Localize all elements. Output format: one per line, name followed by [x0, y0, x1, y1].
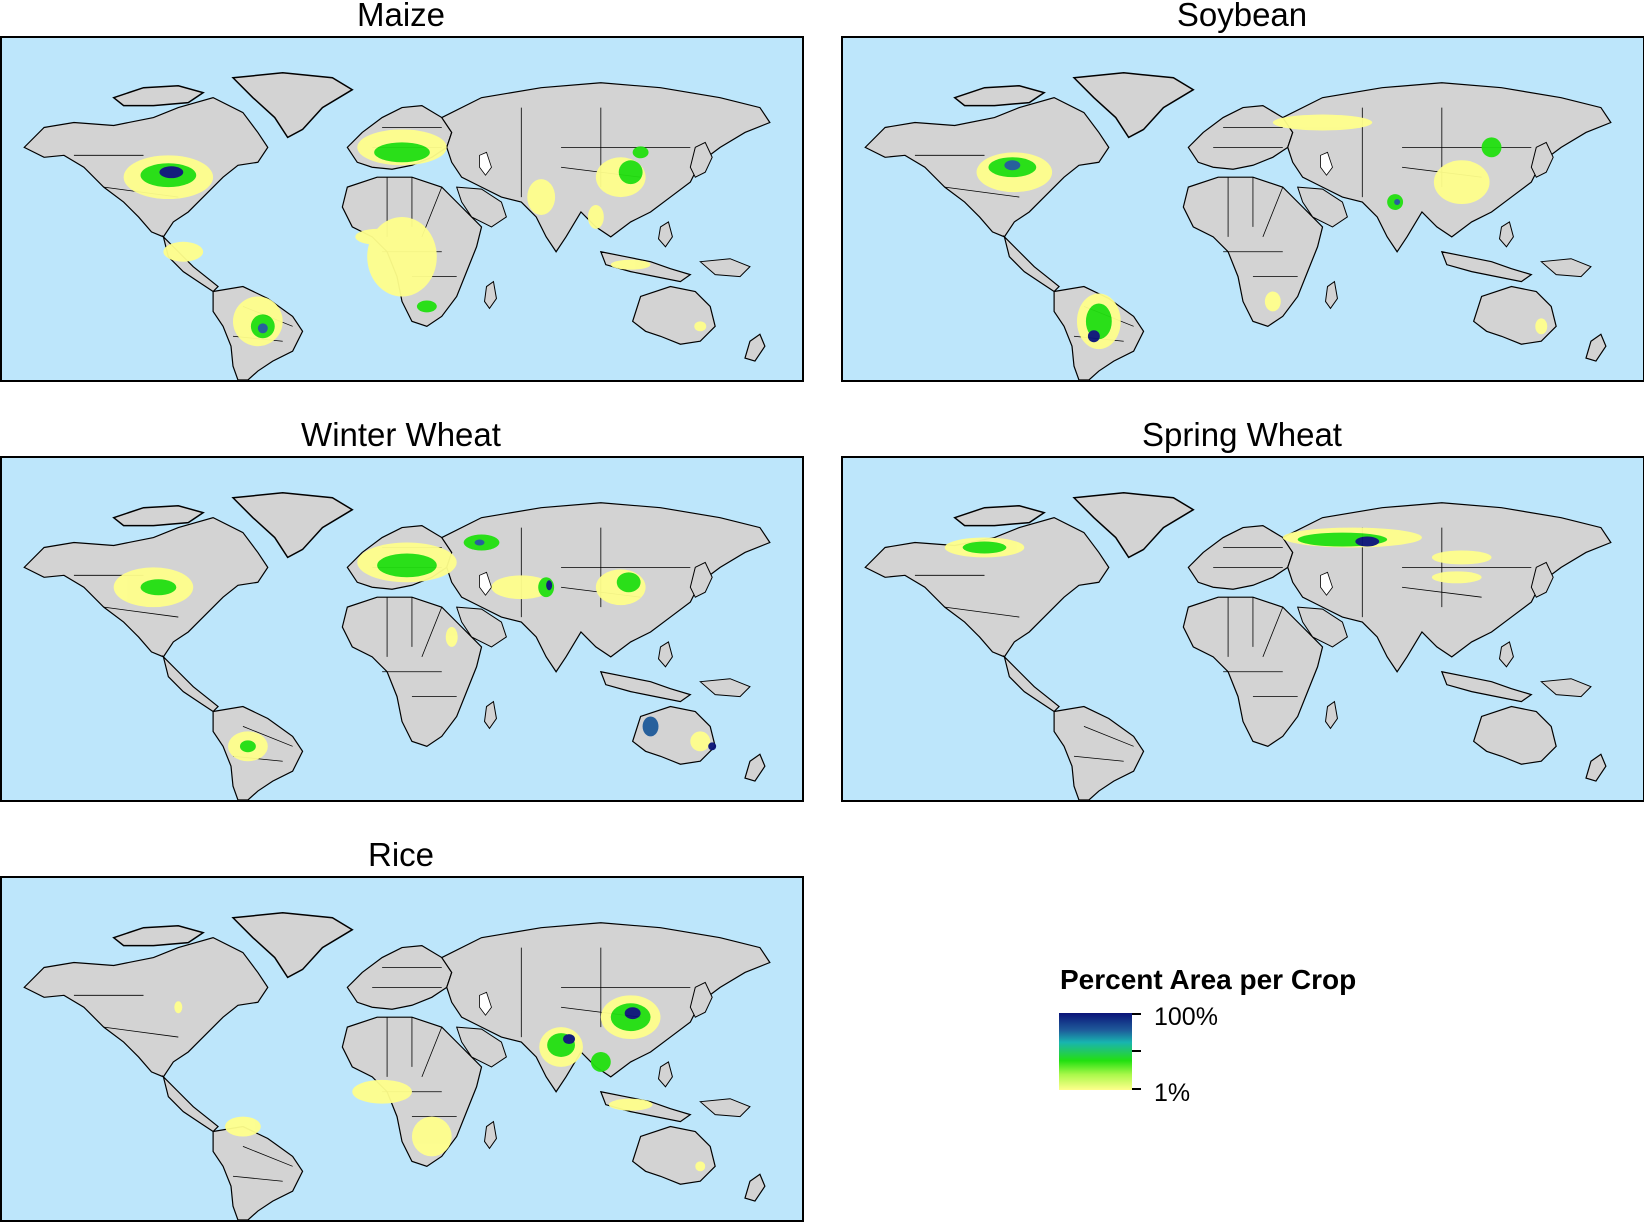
- legend-colorbar: [1059, 1013, 1132, 1090]
- world-map-spring-wheat: [864, 492, 1612, 800]
- world-map-rice: [23, 912, 771, 1220]
- panel-title-soybean: Soybean: [1176, 0, 1308, 33]
- map-panel-maize: [0, 36, 804, 382]
- panel-title-spring-wheat: Spring Wheat: [1142, 416, 1342, 453]
- panel-title-winter-wheat: Winter Wheat: [301, 416, 501, 453]
- map-panel-rice: [0, 876, 804, 1222]
- panel-title-maize: Maize: [356, 0, 446, 33]
- world-map-soybean: [864, 72, 1612, 380]
- legend-tick-mid: [1132, 1050, 1141, 1052]
- legend-tick-min: [1132, 1088, 1141, 1090]
- legend-tick-max: [1132, 1013, 1141, 1015]
- world-map-winter-wheat: [23, 492, 771, 800]
- world-map-maize: [23, 72, 771, 380]
- map-panel-soybean: [841, 36, 1644, 382]
- map-panel-spring-wheat: [841, 456, 1644, 802]
- legend-title: Percent Area per Crop: [1060, 964, 1357, 995]
- legend-label-min: 1%: [1154, 1079, 1191, 1107]
- map-panel-winter-wheat: [0, 456, 804, 802]
- legend-label-max: 100%: [1154, 1003, 1218, 1031]
- panel-title-rice: Rice: [367, 836, 435, 873]
